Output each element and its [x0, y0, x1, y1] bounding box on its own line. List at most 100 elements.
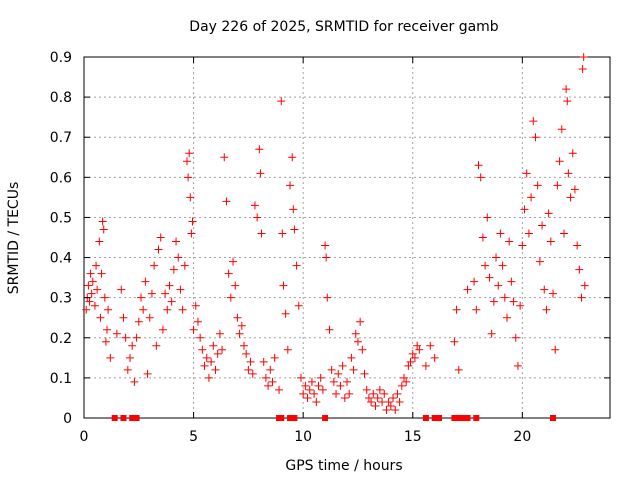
data-point [492, 253, 501, 262]
data-point [538, 221, 547, 230]
baseline-marker [473, 415, 480, 421]
data-point [485, 273, 494, 282]
baseline-marker [455, 415, 462, 421]
data-point [92, 261, 101, 270]
data-point [557, 125, 566, 134]
data-point [256, 169, 265, 178]
data-point [233, 313, 242, 322]
baseline-marker [431, 415, 438, 421]
data-point [516, 301, 525, 310]
data-point [84, 281, 93, 290]
data-point [402, 377, 411, 386]
data-point [404, 361, 413, 370]
data-point [349, 365, 358, 374]
data-point [472, 305, 481, 314]
data-point [123, 365, 132, 374]
data-point [226, 293, 235, 302]
baseline-marker [287, 415, 294, 421]
data-point [264, 381, 273, 390]
data-point [509, 297, 518, 306]
y-tick-label: 0.7 [50, 130, 72, 146]
data-point [248, 369, 257, 378]
data-point [577, 293, 586, 302]
data-point [580, 281, 589, 290]
data-point [270, 353, 279, 362]
data-point [322, 253, 331, 262]
data-point [178, 305, 187, 314]
data-point [426, 341, 435, 350]
data-point [176, 285, 185, 294]
data-point [502, 313, 511, 322]
data-point [358, 345, 367, 354]
data-point [188, 217, 197, 226]
data-point [211, 365, 220, 374]
data-point [185, 149, 194, 158]
data-point [196, 333, 205, 342]
data-point [454, 365, 463, 374]
data-point [259, 357, 268, 366]
plot-frame [83, 56, 611, 419]
data-point [559, 229, 568, 238]
data-point [494, 281, 503, 290]
data-point [93, 285, 102, 294]
data-point [579, 53, 588, 61]
data-point [281, 309, 290, 318]
data-point [382, 405, 391, 414]
data-point [562, 85, 571, 94]
data-point [207, 357, 216, 366]
data-point [551, 345, 560, 354]
data-point [474, 161, 483, 170]
data-point [307, 377, 316, 386]
data-point [362, 385, 371, 394]
data-point [158, 325, 167, 334]
data-point [165, 281, 174, 290]
data-point [218, 345, 227, 354]
data-point [421, 361, 430, 370]
ticks-layer: 0 0.1 0.2 0.3 0.4 0.5 0.6 0.7 0.8 0.9 0 5 10 15 20 [50, 50, 610, 445]
data-point [399, 373, 408, 382]
data-point [299, 389, 308, 398]
data-point [345, 389, 354, 398]
data-point [481, 261, 490, 270]
data-point [329, 377, 338, 386]
data-point [121, 333, 130, 342]
data-point [542, 305, 551, 314]
data-point [570, 185, 579, 194]
data-point [268, 377, 277, 386]
baseline-marker [422, 415, 429, 421]
data-point [85, 297, 94, 306]
data-point [367, 397, 376, 406]
y-tick-label: 0.4 [50, 251, 72, 267]
data-point [332, 389, 341, 398]
data-point [229, 257, 238, 266]
data-point [86, 269, 95, 278]
y-tick-label: 0.8 [50, 90, 72, 106]
data-point [95, 237, 104, 246]
data-point [483, 213, 492, 222]
points-layer [82, 53, 589, 421]
data-point [98, 217, 107, 226]
data-point [406, 357, 415, 366]
data-point [184, 173, 193, 182]
x-tick-label: 0 [80, 429, 89, 445]
data-point [353, 337, 362, 346]
data-point [498, 261, 507, 270]
data-point [215, 329, 224, 338]
data-point [180, 261, 189, 270]
data-point [213, 349, 222, 358]
data-point [90, 301, 99, 310]
data-point [351, 329, 360, 338]
data-point [489, 297, 498, 306]
y-tick-label: 0.1 [50, 371, 72, 387]
data-point [305, 385, 314, 394]
baseline-marker [322, 415, 329, 421]
data-point [568, 149, 577, 158]
data-point [487, 329, 496, 338]
data-point [187, 229, 196, 238]
y-axis-label: SRMTID / TECUs [6, 182, 22, 295]
data-point [393, 389, 402, 398]
data-point [253, 213, 262, 222]
data-point [296, 373, 305, 382]
data-point [139, 305, 148, 314]
data-point [112, 329, 121, 338]
